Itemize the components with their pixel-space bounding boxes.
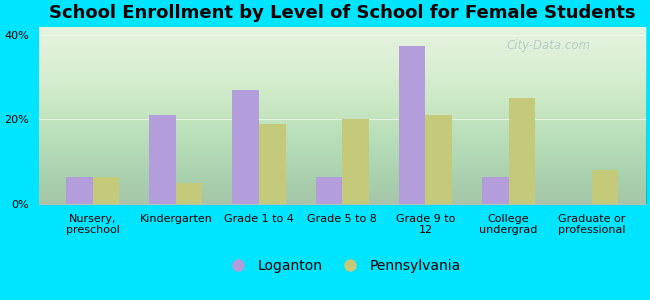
Legend: Loganton, Pennsylvania: Loganton, Pennsylvania: [218, 254, 466, 279]
Bar: [66, 176, 93, 204]
Bar: [399, 46, 425, 204]
Bar: [233, 90, 259, 204]
Bar: [259, 124, 286, 204]
Title: School Enrollment by Level of School for Female Students: School Enrollment by Level of School for…: [49, 4, 636, 22]
Bar: [176, 183, 203, 204]
Bar: [316, 176, 343, 204]
Bar: [343, 119, 369, 204]
Bar: [482, 176, 508, 204]
Text: City-Data.com: City-Data.com: [506, 39, 590, 52]
Bar: [508, 98, 535, 204]
Bar: [93, 176, 120, 204]
Bar: [592, 170, 618, 204]
Bar: [150, 115, 176, 204]
Bar: [425, 115, 452, 204]
